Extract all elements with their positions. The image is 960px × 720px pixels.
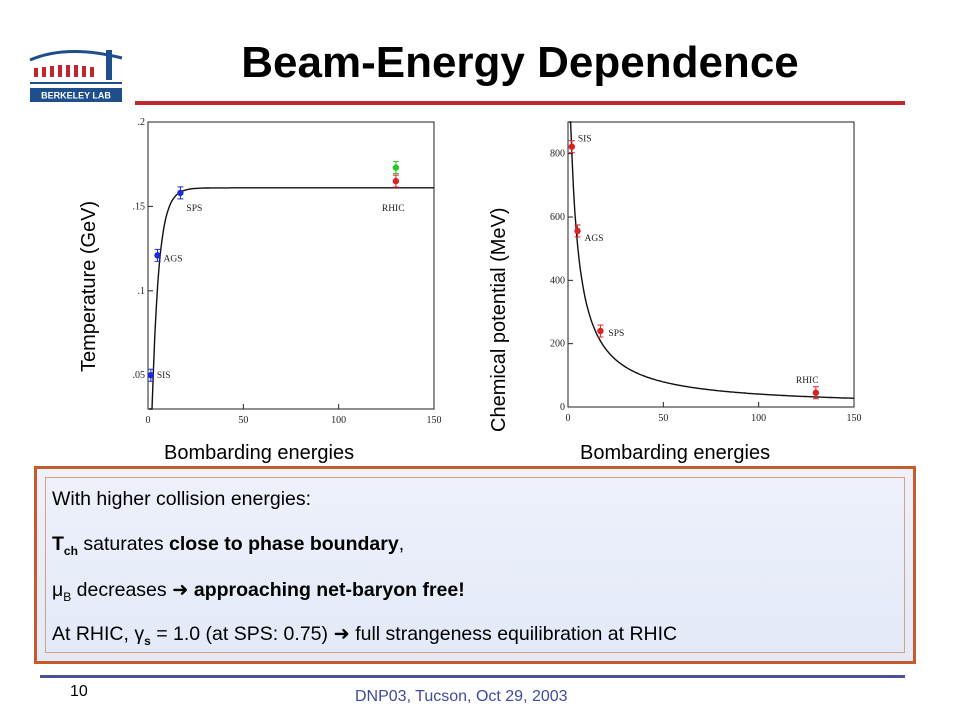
chemical-potential-chart: 0 50 100 150 0 200 400 600 800 SIS AGS SPS RHIC [550,121,862,424]
x-tick-label: 150 [427,415,442,426]
y-tick-label: .2 [138,117,146,128]
data-point [812,389,820,396]
summary-line-1: With higher collision energies: [52,488,312,510]
berkeley-lab-logo: BERKELEY LAB [22,40,132,110]
x-tick-label: 50 [238,415,248,426]
footer-text: DNP03, Tucson, Oct 29, 2003 [355,688,568,705]
temperature-chart: 0 50 100 150 .05 .1 .15 .2 SIS AGS SPS RHIC [133,117,442,426]
plot-frame [567,121,855,408]
y-tick-label: 200 [550,339,565,350]
y-tick-label: 600 [550,212,565,223]
x-tick-label: 50 [658,413,668,424]
y-tick-label: 0 [560,402,565,413]
data-label: SIS [578,135,592,145]
data-point [147,372,155,379]
data-label: RHIC [796,376,819,386]
data-label: AGS [164,254,183,264]
x-tick-label: 0 [146,415,151,426]
data-point [597,327,604,335]
fit-curve [149,187,434,410]
summary-panel [34,466,916,664]
data-label: AGS [585,234,604,244]
svg-text:BERKELEY LAB: BERKELEY LAB [41,91,111,101]
title-rule [135,101,905,105]
right-arrow-icon: ➜ [172,579,189,601]
left-chart-ylabel: Temperature (GeV) [78,200,100,372]
footer-rule [40,675,905,678]
data-point [568,143,576,150]
data-label: SIS [157,371,171,381]
x-tick-label: 100 [331,415,346,426]
slide-title: Beam-Energy Dependence [241,38,799,87]
y-tick-label: 800 [550,149,565,160]
summary-line-2: Tch saturates close to phase boundary, [52,533,405,558]
plot-frame [147,121,435,410]
right-chart-xlabel: Bombarding energies [580,442,771,464]
data-point [154,252,161,259]
fit-curve [569,121,855,399]
right-arrow-icon: ➜ [333,623,350,645]
summary-line-4: At RHIC, γs = 1.0 (at SPS: 0.75) ➜ full … [52,623,678,648]
data-label: RHIC [382,204,405,214]
y-tick-label: .1 [138,286,146,297]
data-point [392,177,400,185]
right-chart-ylabel: Chemical potential (MeV) [488,207,510,432]
data-point [574,227,581,235]
data-point [177,189,184,197]
data-point [392,164,400,171]
data-label: SPS [186,204,202,214]
x-tick-label: 150 [847,413,862,424]
page-number: 10 [70,683,88,700]
y-tick-label: 400 [550,275,565,286]
y-tick-label: .05 [133,370,146,381]
x-tick-label: 0 [566,413,571,424]
x-tick-label: 100 [751,413,766,424]
y-tick-label: .15 [133,201,146,212]
summary-line-3: μB decreases ➜ approaching net-baryon fr… [52,579,465,604]
left-chart-xlabel: Bombarding energies [164,442,355,464]
data-label: SPS [608,329,624,339]
